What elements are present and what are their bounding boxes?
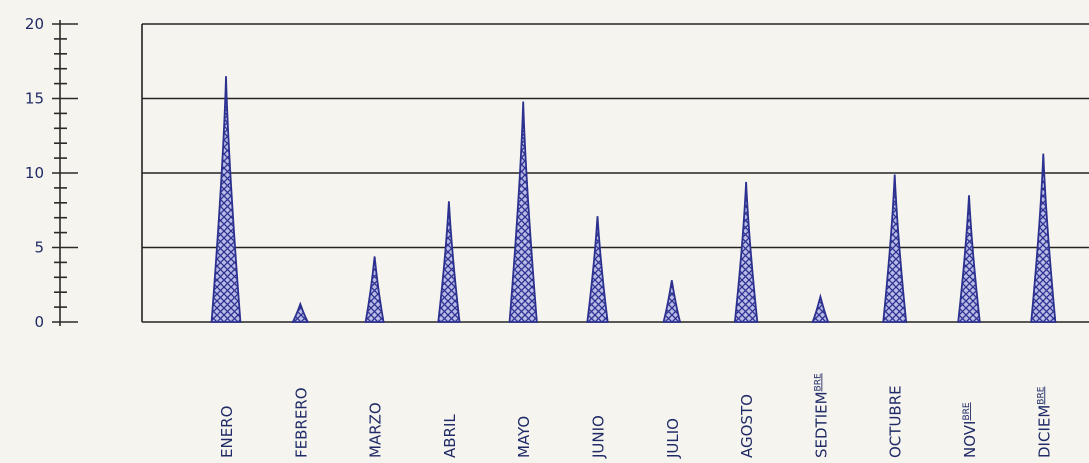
x-axis-labels: ENERO FEBRERO MARZO ABRIL MAYO JUNIO JULIO AGOS… <box>218 373 1053 459</box>
spike-mayo <box>508 101 538 323</box>
x-tick-label-julio: JULIO <box>664 418 682 459</box>
month-label-superscript: BRE <box>1036 386 1046 404</box>
x-tick-label-octubre: OCTUBRE <box>887 385 905 458</box>
month-label-main: FEBRERO <box>292 387 310 458</box>
month-label-main: NOVI <box>961 421 979 458</box>
spike-octubre <box>882 174 908 323</box>
y-tick-label: 0 <box>34 313 44 331</box>
x-tick-label-abril: ABRIL <box>441 414 459 458</box>
y-tick-label: 20 <box>25 15 44 33</box>
x-tick-label-febrero: FEBRERO <box>292 387 310 458</box>
month-label: JULIO <box>664 418 682 459</box>
x-tick-label-junio: JUNIO <box>590 415 608 459</box>
month-label-main: MAYO <box>515 416 533 458</box>
x-tick-label-novibre: NOVIBRE <box>961 402 979 458</box>
month-label-main: JUNIO <box>590 415 608 459</box>
month-label: SEDTIEMBRE <box>812 373 830 458</box>
y-axis: 0 5 10 15 20 <box>25 15 78 331</box>
spike-abril <box>437 201 461 323</box>
month-label-main: AGOSTO <box>738 394 756 458</box>
grid <box>141 23 1089 323</box>
month-label-main: ABRIL <box>441 414 459 458</box>
x-tick-label-enero: ENERO <box>218 406 236 458</box>
x-tick-label-mayo: MAYO <box>515 416 533 458</box>
month-label-superscript: BRE <box>813 373 823 391</box>
month-label-main: ENERO <box>218 406 236 458</box>
month-label: JUNIO <box>590 415 608 459</box>
month-label: OCTUBRE <box>887 385 905 458</box>
month-label: DICIEMBRE <box>1035 386 1053 458</box>
y-tick-label: 10 <box>25 164 44 182</box>
spike-marzo <box>364 256 385 323</box>
month-label-main: SEDTIEM <box>812 391 830 458</box>
month-label-main: JULIO <box>664 418 682 459</box>
month-label: NOVIBRE <box>961 402 979 458</box>
month-label: ENERO <box>218 406 236 458</box>
spike-enero <box>210 76 242 323</box>
x-tick-label-diciembre: DICIEMBRE <box>1035 386 1053 458</box>
spike-febrero <box>291 301 310 323</box>
spike-diciembre <box>1030 153 1057 323</box>
month-label-main: OCTUBRE <box>887 385 905 458</box>
x-tick-label-sedtiembre: SEDTIEMBRE <box>812 373 830 458</box>
x-tick-label-marzo: MARZO <box>367 402 385 458</box>
y-tick-label: 5 <box>34 239 44 257</box>
spike-agosto <box>733 181 759 323</box>
month-label-superscript: BRE <box>962 402 972 420</box>
y-tick-label: 15 <box>25 90 44 108</box>
spike-junio <box>586 216 609 323</box>
month-label-main: DICIEM <box>1035 405 1053 458</box>
spike-julio <box>662 280 682 323</box>
plot-area <box>210 76 1057 323</box>
x-tick-label-agosto: AGOSTO <box>738 394 756 458</box>
month-label: AGOSTO <box>738 394 756 458</box>
month-label: MAYO <box>515 416 533 458</box>
spike-novibre <box>957 195 981 323</box>
month-label: MARZO <box>367 402 385 458</box>
month-label: FEBRERO <box>292 387 310 458</box>
month-label: ABRIL <box>441 414 459 458</box>
month-label-main: MARZO <box>367 402 385 458</box>
spike-sedtiembre <box>811 293 830 323</box>
